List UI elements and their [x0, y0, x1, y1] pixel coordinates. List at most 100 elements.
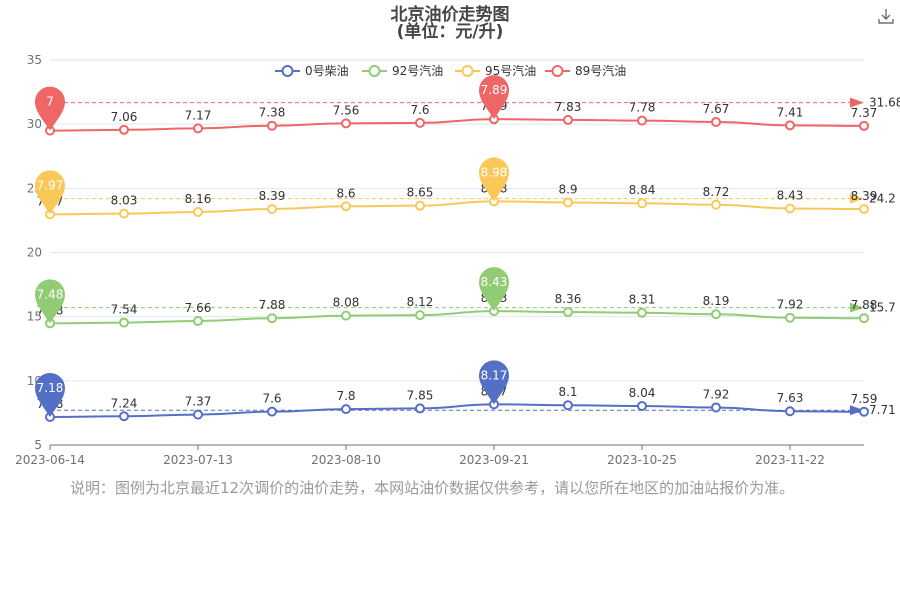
y-tick-label: 35 [27, 53, 42, 67]
max-pin-shape [479, 267, 509, 312]
data-label: 7.83 [555, 100, 582, 114]
legend[interactable]: 0号柴油 92号汽油 95号汽油 89号汽油 [275, 63, 626, 78]
data-point[interactable] [637, 307, 647, 318]
max-pin-shape [479, 75, 509, 120]
data-point[interactable] [563, 114, 573, 125]
y-tick-label: 30 [27, 117, 42, 131]
data-label: 8.1 [558, 385, 577, 399]
chart-title: 北京油价走势图 [391, 4, 510, 25]
legend-marker [461, 65, 474, 77]
data-point[interactable] [859, 313, 869, 324]
data-point[interactable] [415, 310, 425, 321]
data-point[interactable] [859, 203, 869, 214]
data-point[interactable] [637, 115, 647, 126]
data-point[interactable] [785, 312, 795, 323]
download-icon[interactable] [878, 9, 894, 24]
data-point[interactable] [415, 117, 425, 128]
data-point[interactable] [193, 206, 203, 217]
series-1: 15.7 7.48 7.54 7.66 7.88 8.08 8.12 8.43 8.36 8.31… [35, 267, 896, 329]
data-point[interactable] [563, 197, 573, 208]
data-label: 7.66 [185, 301, 212, 315]
data-label: 8.16 [185, 192, 212, 206]
data-point[interactable] [119, 208, 129, 219]
data-point[interactable] [341, 310, 351, 321]
data-point[interactable] [267, 203, 277, 214]
data-label: 8.84 [629, 183, 656, 197]
data-label: 8.9 [558, 182, 577, 196]
data-point[interactable] [341, 118, 351, 129]
average-arrow [850, 302, 864, 313]
data-label: 7.17 [185, 108, 212, 122]
data-label: 7.92 [703, 388, 730, 402]
data-point[interactable] [341, 404, 351, 415]
data-point[interactable] [785, 120, 795, 131]
x-tick-label: 2023-06-14 [15, 453, 85, 467]
data-point[interactable] [267, 406, 277, 417]
data-point[interactable] [415, 403, 425, 414]
data-label: 7.8 [336, 389, 355, 403]
data-label: 7.6 [410, 103, 429, 117]
legend-item-3[interactable]: 89号汽油 [545, 63, 626, 78]
min-pin: 7.97 [35, 170, 65, 215]
data-label: 7.38 [259, 106, 286, 120]
x-tick-label: 2023-07-13 [163, 453, 233, 467]
max-pin: 7.89 [479, 75, 509, 120]
data-label: 7.6 [262, 392, 281, 406]
series-line [49, 403, 865, 419]
legend-label: 0号柴油 [305, 64, 349, 78]
data-point[interactable] [711, 402, 721, 413]
data-point[interactable] [119, 124, 129, 135]
y-tick-label: 20 [27, 246, 42, 260]
data-point[interactable] [785, 406, 795, 417]
data-point[interactable] [563, 400, 573, 411]
data-point[interactable] [637, 198, 647, 209]
max-pin-label: 8.43 [481, 275, 508, 289]
data-point[interactable] [415, 200, 425, 211]
data-label: 8.72 [703, 185, 730, 199]
data-label: 7.78 [629, 101, 656, 115]
data-label: 7.92 [777, 298, 804, 312]
data-point[interactable] [119, 317, 129, 328]
data-point[interactable] [711, 309, 721, 320]
data-label: 8.03 [111, 194, 138, 208]
data-label: 7.54 [111, 303, 138, 317]
data-label: 7.85 [407, 388, 434, 402]
min-pin-label: 7 [46, 95, 54, 109]
series-line [49, 118, 865, 132]
data-label: 8.43 [777, 188, 804, 202]
max-pin: 8.98 [479, 157, 509, 202]
data-point[interactable] [711, 116, 721, 127]
legend-marker [368, 65, 381, 77]
data-point[interactable] [563, 307, 573, 318]
max-pin: 8.43 [479, 267, 509, 312]
legend-item-1[interactable]: 92号汽油 [362, 63, 443, 78]
data-point[interactable] [193, 123, 203, 134]
y-tick-label: 15 [27, 310, 42, 324]
data-point[interactable] [711, 199, 721, 210]
data-point[interactable] [859, 120, 869, 131]
data-point[interactable] [193, 316, 203, 327]
data-point[interactable] [341, 201, 351, 212]
data-point[interactable] [119, 411, 129, 422]
chart-subtitle: (单位：元/升) [397, 21, 504, 42]
grid-lines [50, 59, 864, 446]
data-point[interactable] [637, 400, 647, 411]
legend-item-2[interactable]: 95号汽油 [455, 63, 536, 78]
data-point[interactable] [267, 313, 277, 324]
legend-item-0[interactable]: 0号柴油 [275, 64, 349, 78]
data-point[interactable] [785, 203, 795, 214]
min-pin: 7.18 [35, 373, 65, 418]
data-label: 8.08 [333, 296, 360, 310]
min-pin-label: 7.18 [37, 381, 64, 395]
data-point[interactable] [267, 120, 277, 131]
series-3: 31.68 7 7.06 7.17 7.38 7.56 7.6 7.89 7.83 7.78 7.6… [35, 75, 900, 136]
data-label: 7.67 [703, 102, 730, 116]
min-pin-shape [35, 279, 65, 324]
average-arrow [850, 97, 864, 108]
data-point[interactable] [859, 406, 869, 417]
data-label: 8.12 [407, 295, 434, 309]
data-point[interactable] [193, 409, 203, 420]
series-line [49, 310, 865, 325]
data-label: 8.31 [629, 293, 656, 307]
